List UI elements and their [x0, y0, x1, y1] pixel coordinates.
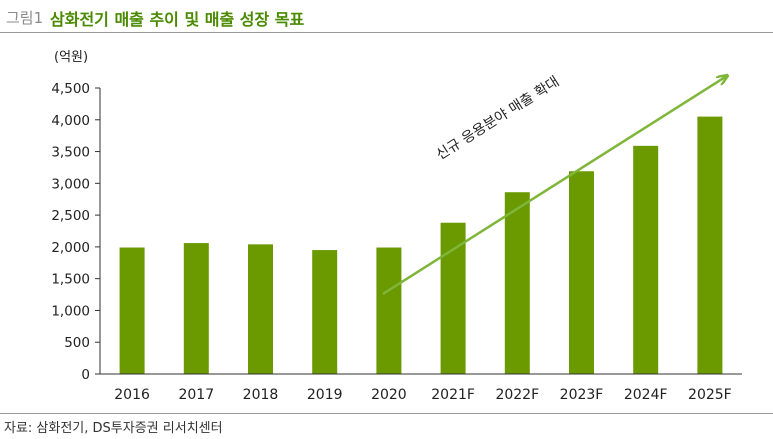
y-tick-label: 3,000: [51, 176, 90, 192]
x-tick-label: 2020: [371, 387, 407, 403]
bar-2020: [376, 247, 402, 374]
bar-2018: [248, 244, 273, 374]
source-note: 자료: 삼화전기, DS투자증권 리서치센터: [4, 421, 223, 436]
bar-2016: [119, 247, 145, 374]
x-tick-label: 2017: [178, 387, 214, 403]
x-tick-label: 2018: [243, 387, 279, 403]
y-tick-label: 0: [81, 367, 90, 383]
y-axis: 0 500 1,000 1,500 2,000 2,500 3,000 3,500 4,000 4…: [51, 81, 101, 383]
y-tick-label: 2,000: [51, 240, 90, 256]
bar-2024F: [633, 145, 659, 374]
y-tick-label: 1,000: [51, 303, 90, 319]
y-unit-label: (억원): [54, 50, 88, 65]
annotation-text: 신규 응용분야 매출 확대: [434, 74, 563, 164]
x-tick-label: 2025F: [688, 387, 732, 403]
bar-2022F: [504, 192, 530, 374]
bar-2025F: [697, 116, 723, 374]
x-tick-label: 2019: [307, 387, 343, 403]
bar-2023F: [569, 171, 594, 374]
bar-2021F: [440, 222, 466, 374]
y-tick-label: 4,500: [51, 81, 90, 97]
figure-title: 삼화전기 매출 추이 및 매출 성장 목표: [50, 10, 305, 29]
trend-arrow: [382, 76, 727, 295]
figure-label: 그림1: [6, 9, 44, 27]
x-tick-label: 2016: [114, 387, 150, 403]
header-divider: [0, 32, 773, 33]
figure-header: 그림1 삼화전기 매출 추이 및 매출 성장 목표: [0, 0, 773, 34]
x-axis: 2016 2017 2018 2019 2020 2021F 2022F 2023F 2024F…: [100, 373, 742, 403]
bar-2017: [183, 243, 209, 374]
x-tick-label: 2024F: [624, 387, 668, 403]
y-tick-label: 4,000: [51, 113, 90, 129]
y-tick-label: 2,500: [51, 208, 90, 224]
x-tick-label: 2021F: [431, 387, 475, 403]
bars: [119, 116, 723, 374]
y-tick-label: 500: [64, 335, 90, 351]
footer-divider: [0, 413, 773, 414]
y-tick-label: 1,500: [51, 272, 90, 288]
x-tick-label: 2023F: [560, 387, 604, 403]
bar-2019: [312, 250, 338, 374]
x-tick-label: 2022F: [495, 387, 539, 403]
y-tick-label: 3,500: [51, 145, 90, 161]
